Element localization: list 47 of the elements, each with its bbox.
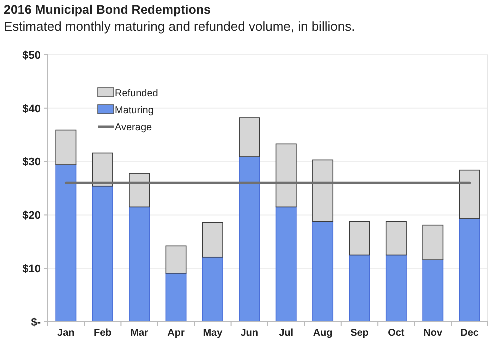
x-tick-label: Mar (130, 328, 149, 339)
bar (422, 224, 444, 260)
bar (56, 164, 77, 322)
bar (239, 156, 260, 322)
legend-label: Maturing (115, 106, 154, 116)
x-tick-label: Jun (240, 328, 259, 339)
legend-label: Refunded (115, 88, 158, 100)
bar (56, 130, 77, 166)
bar (349, 221, 370, 256)
bar (276, 206, 297, 322)
y-tick-label: $40 (22, 103, 41, 116)
bar (312, 221, 334, 322)
legend-label: Average (115, 122, 153, 134)
x-tick-label: Oct (388, 328, 406, 339)
bar (459, 170, 480, 220)
bar (202, 222, 224, 258)
x-tick-label: Sep (350, 328, 369, 339)
x-tick-label: Apr (168, 328, 185, 339)
y-tick-label: $50 (22, 50, 41, 62)
chart-subtitle: Estimated monthly maturing and refunded volume, in billions. (4, 19, 356, 34)
bar (166, 246, 187, 274)
bar (239, 118, 260, 158)
y-tick-label: $10 (22, 263, 41, 276)
bar (386, 254, 407, 322)
bar (129, 206, 150, 322)
x-tick-label: Jan (58, 328, 75, 339)
bar (276, 144, 297, 208)
x-tick-label: Jul (279, 328, 294, 339)
bar (166, 273, 187, 322)
bar (129, 173, 150, 208)
bar (422, 260, 444, 322)
bar (202, 256, 224, 322)
bar (92, 152, 114, 187)
y-tick-label: $- (31, 316, 42, 329)
x-tick-label: Feb (94, 328, 112, 339)
bar (386, 221, 407, 256)
bar (312, 160, 334, 222)
bar (349, 254, 370, 322)
x-tick-label: Nov (424, 328, 444, 339)
x-tick-label: May (203, 328, 224, 339)
y-tick-label: $20 (22, 210, 41, 222)
bar (92, 186, 114, 322)
chart-title: 2016 Municipal Bond Redemptions (4, 3, 212, 17)
bar (459, 218, 480, 322)
x-tick-label: Aug (313, 328, 333, 339)
y-tick-label: $30 (22, 156, 41, 169)
x-tick-label: Dec (460, 328, 480, 339)
